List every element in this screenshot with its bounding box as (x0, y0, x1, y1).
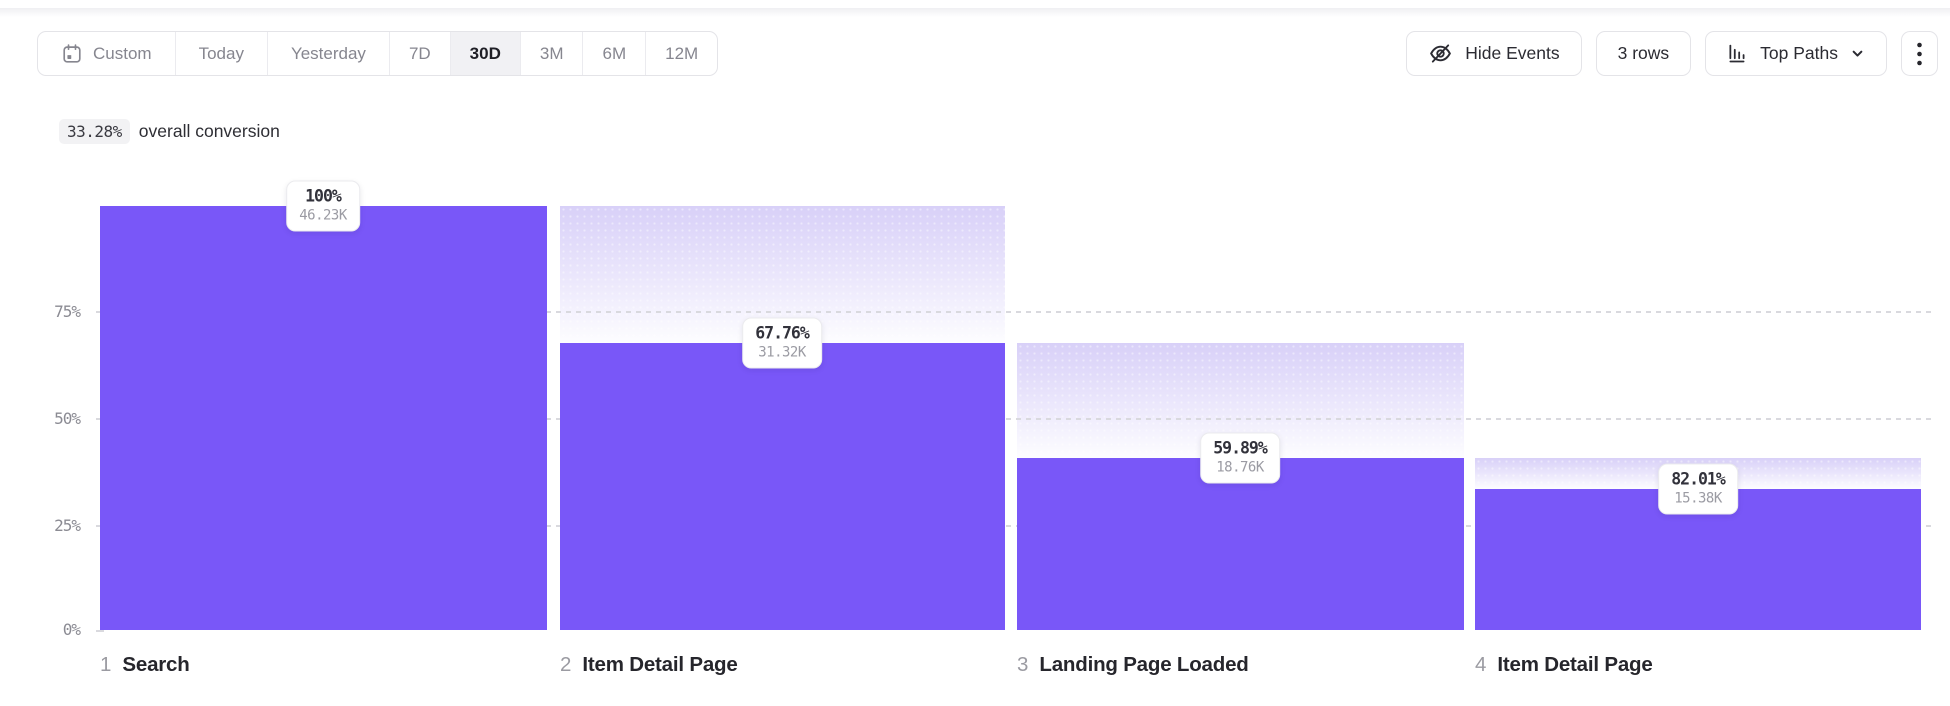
y-tick-25: 25% (54, 516, 81, 536)
gridline-25 (96, 525, 1936, 527)
value-label-step-2: 67.76% 31.32K (742, 317, 822, 369)
overall-conversion-summary: 33.28% overall conversion (59, 119, 280, 144)
step-label-4: 4 Item Detail Page (1475, 653, 1653, 677)
funnel-bar-step-3[interactable] (1017, 458, 1464, 630)
step-conversion-pct: 100% (305, 186, 342, 206)
value-label-step-1: 100% 46.23K (286, 180, 360, 232)
top-paths-dropdown[interactable]: Top Paths (1705, 31, 1887, 76)
date-range-label: Custom (93, 43, 152, 63)
more-options-button[interactable] (1901, 31, 1938, 76)
funnel-bar-step-2[interactable] (560, 343, 1005, 630)
step-label-3: 3 Landing Page Loaded (1017, 653, 1249, 677)
step-number: 4 (1475, 653, 1487, 676)
date-range-30d-selected[interactable]: 30D (450, 32, 521, 75)
overall-conversion-value: 33.28% (59, 119, 130, 144)
step-name: Item Detail Page (582, 653, 738, 676)
step-number: 2 (560, 653, 572, 676)
date-range-custom[interactable]: Custom (38, 32, 176, 75)
toolbar: Custom Today Yesterday 7D 30D 3M 6M 12M (37, 31, 1938, 76)
calendar-icon (63, 43, 81, 63)
step-label-1: 1 Search (100, 653, 190, 677)
step-name: Item Detail Page (1497, 653, 1653, 676)
bar-chart-icon (1729, 44, 1745, 63)
date-range-7d[interactable]: 7D (390, 32, 451, 75)
top-paths-label: Top Paths (1760, 43, 1838, 63)
step-conversion-pct: 67.76% (755, 323, 810, 343)
date-range-12m[interactable]: 12M (646, 32, 717, 75)
chevron-down-icon (1852, 50, 1863, 57)
step-conversion-pct: 59.89% (1213, 438, 1268, 458)
gridline-0-tick (96, 630, 104, 632)
y-tick-50: 50% (54, 409, 81, 429)
step-number: 3 (1017, 653, 1029, 676)
step-conversion-pct: 82.01% (1671, 469, 1726, 489)
kebab-menu-icon (1917, 42, 1922, 65)
date-range-label: Yesterday (290, 43, 366, 63)
y-tick-75: 75% (54, 302, 81, 322)
date-range-label: 3M (539, 43, 564, 63)
date-range-label: 30D (469, 43, 501, 63)
header-shadow-divider (0, 8, 1950, 17)
step-name: Landing Page Loaded (1039, 653, 1249, 676)
overall-conversion-text: overall conversion (138, 121, 280, 141)
step-number: 1 (100, 653, 112, 676)
step-count: 18.76K (1216, 459, 1264, 476)
date-range-6m[interactable]: 6M (583, 32, 647, 75)
step-count: 31.32K (758, 344, 806, 361)
step-name: Search (122, 653, 190, 676)
rows-button[interactable]: 3 rows (1595, 31, 1692, 76)
date-range-yesterday[interactable]: Yesterday (268, 32, 390, 75)
date-range-3m[interactable]: 3M (521, 32, 584, 75)
date-range-label: 12M (665, 43, 699, 63)
hide-events-label: Hide Events (1465, 43, 1560, 63)
hide-events-button[interactable]: Hide Events (1406, 31, 1582, 76)
gridline-75 (96, 311, 1936, 313)
date-range-label: 6M (602, 43, 627, 63)
value-label-step-3: 59.89% 18.76K (1200, 432, 1280, 484)
rows-label: 3 rows (1617, 43, 1670, 63)
step-count: 46.23K (299, 207, 347, 224)
date-range-label: 7D (408, 43, 431, 63)
date-range-segmented-control: Custom Today Yesterday 7D 30D 3M 6M 12M (37, 31, 719, 76)
gridline-50 (96, 418, 1936, 420)
step-label-2: 2 Item Detail Page (560, 653, 738, 677)
toolbar-actions: Hide Events 3 rows Top Paths (1406, 31, 1938, 76)
y-tick-0: 0% (62, 620, 81, 640)
value-label-step-4: 82.01% 15.38K (1658, 463, 1738, 515)
date-range-today[interactable]: Today (176, 32, 268, 75)
step-count: 15.38K (1674, 490, 1722, 507)
date-range-label: Today (198, 43, 244, 63)
eye-off-icon (1430, 44, 1452, 63)
funnel-bar-step-1[interactable] (100, 206, 547, 630)
